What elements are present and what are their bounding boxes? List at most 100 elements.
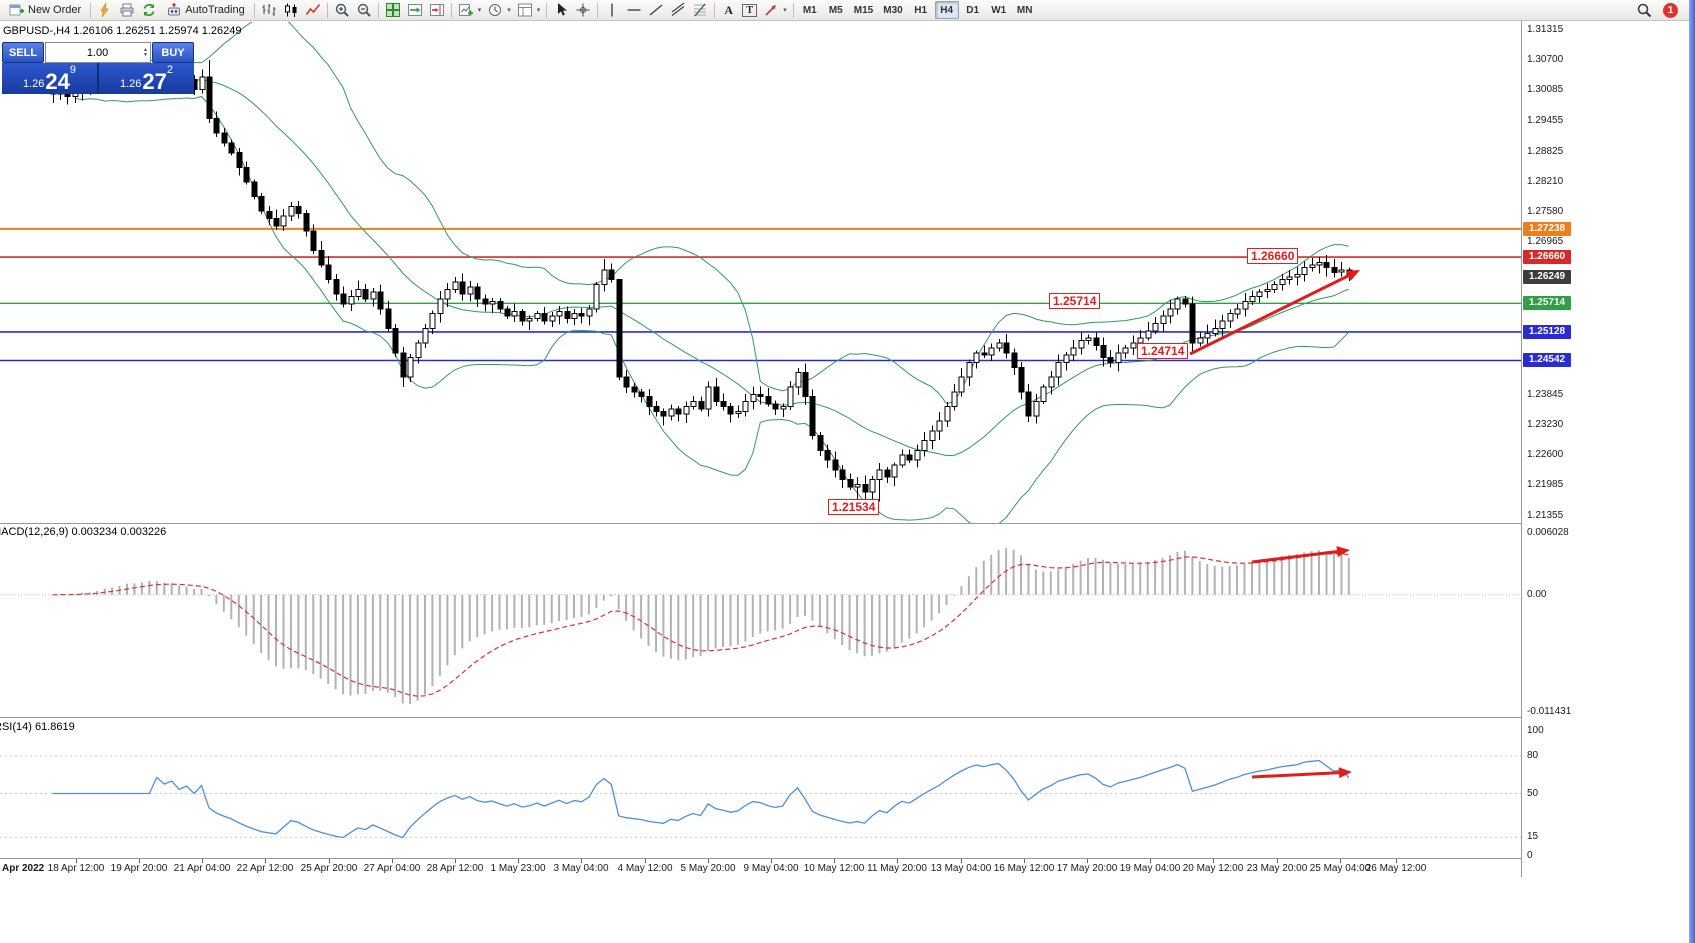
text-tool-icon: A	[724, 2, 734, 17]
time-label: 3 May 04:00	[553, 863, 609, 874]
autotrading-button[interactable]: AutoTrading	[160, 1, 251, 20]
time-label: 10 May 12:00	[803, 863, 865, 874]
toolbar-right: 1	[1633, 1, 1692, 20]
time-axis[interactable]: Apr 2022 18 Apr 12:00 19 Apr 20:00 21 Apr 0…	[0, 859, 1521, 877]
time-tick	[961, 859, 962, 863]
time-tick	[1150, 859, 1151, 863]
time-label: 23 May 20:00	[1246, 863, 1308, 874]
time-tick	[1277, 859, 1278, 863]
time-tick	[1340, 859, 1341, 863]
trendline-button[interactable]	[645, 1, 667, 20]
lightning-icon	[100, 2, 109, 18]
price-axis[interactable]: 1.31315 1.30700 1.30085 1.29455 1.28825 1.282…	[1521, 21, 1689, 877]
price-chart[interactable]	[0, 22, 1521, 523]
timeframe-h1[interactable]: H1	[909, 1, 933, 19]
timeframe-mn[interactable]: MN	[1013, 1, 1037, 19]
zoom-in-button[interactable]	[331, 1, 353, 20]
cursor-button[interactable]	[550, 1, 572, 20]
time-label: 21 Apr 04:00	[173, 863, 231, 874]
tile-windows-button[interactable]	[382, 1, 404, 20]
notification-badge[interactable]: 1	[1663, 2, 1678, 18]
timeframe-m5[interactable]: M5	[824, 1, 848, 19]
volume-input[interactable]: 1.00 ▲ ▼	[45, 42, 151, 63]
periods-button[interactable]: ▾	[484, 1, 514, 20]
clock-icon	[489, 4, 502, 16]
fibonacci-icon	[694, 3, 707, 17]
cursor-icon	[558, 3, 568, 16]
sell-price[interactable]: 1.26 24 9	[2, 63, 97, 94]
buy-price-prefix: 1.26	[119, 78, 142, 90]
macd-axis-label: 0.006028	[1527, 527, 1569, 538]
search-button[interactable]	[1633, 1, 1655, 20]
time-tick	[202, 859, 203, 863]
spinner-up-icon[interactable]: ▲	[143, 46, 148, 53]
time-label: 17 May 20:00	[1056, 863, 1118, 874]
price-tick: 1.30700	[1527, 54, 1564, 65]
rsi-pane[interactable]	[0, 718, 1521, 858]
time-tick	[455, 859, 456, 863]
volume-spinner[interactable]: ▲ ▼	[143, 46, 148, 58]
text-tool-button[interactable]: A	[718, 1, 739, 20]
autotrading-label: AutoTrading	[185, 4, 245, 16]
sell-button[interactable]: SELL	[2, 42, 44, 63]
rsi-axis-label: 50	[1527, 787, 1539, 799]
time-tick	[897, 859, 898, 863]
chart-shift-button[interactable]	[426, 1, 448, 20]
timeframe-m30[interactable]: M30	[879, 1, 906, 19]
buy-price[interactable]: 1.26 27 2	[99, 63, 194, 94]
autotrading-icon	[168, 3, 181, 16]
crosshair-button[interactable]	[572, 1, 594, 20]
timeframe-m1[interactable]: M1	[798, 1, 822, 19]
fibonacci-button[interactable]	[689, 1, 711, 20]
arrows-tool-button[interactable]: ▾	[760, 1, 790, 20]
chevron-down-icon: ▾	[783, 7, 787, 14]
timeframe-d1[interactable]: D1	[961, 1, 985, 19]
chart-shift-icon	[429, 4, 444, 16]
vertical-line-button[interactable]	[601, 1, 623, 20]
label-tool-button[interactable]: T	[739, 1, 760, 20]
print-button[interactable]	[116, 1, 138, 20]
chevron-down-icon: ▾	[507, 7, 511, 14]
timeframe-m15[interactable]: M15	[850, 1, 877, 19]
timeframe-w1[interactable]: W1	[987, 1, 1011, 19]
macd-pane[interactable]	[0, 524, 1521, 717]
toolbar-separator	[714, 2, 716, 18]
rsi-axis-label: 15	[1527, 831, 1539, 843]
time-label: 1 May 23:00	[490, 863, 546, 874]
buy-button[interactable]: BUY	[152, 42, 194, 63]
time-label: 20 May 12:00	[1182, 863, 1244, 874]
bar-chart-button[interactable]	[258, 1, 280, 20]
horizontal-line-icon	[627, 9, 641, 11]
time-label: 5 May 20:00	[680, 863, 736, 874]
price-tag: 1.24542	[1523, 353, 1571, 368]
toolbar-separator	[377, 2, 379, 18]
new-chart-button[interactable]: ▾	[455, 1, 485, 20]
macd-axis-label: 0.00	[1527, 588, 1547, 600]
label-tool-icon: T	[742, 3, 758, 17]
search-icon	[1637, 3, 1652, 18]
channel-button[interactable]	[667, 1, 689, 20]
timeframe-h4[interactable]: H4	[934, 1, 959, 19]
templates-button[interactable]: ▾	[514, 1, 544, 20]
time-label: 26 May 12:00	[1365, 863, 1427, 874]
candlestick-chart-button[interactable]	[280, 1, 302, 20]
zoom-out-button[interactable]	[353, 1, 375, 20]
buy-price-pip: 2	[166, 64, 174, 76]
new-chart-icon	[458, 4, 473, 16]
new-order-button[interactable]: New Order	[3, 1, 87, 20]
auto-scroll-button[interactable]	[404, 1, 426, 20]
pane-separator[interactable]	[0, 523, 1521, 524]
horizontal-line-button[interactable]	[623, 1, 645, 20]
template-icon	[517, 3, 532, 17]
rsi-axis-label: 80	[1527, 750, 1539, 761]
expert-advisors-button[interactable]	[94, 1, 116, 20]
price-axis-border	[1521, 21, 1522, 877]
time-tick	[139, 859, 140, 863]
line-chart-button[interactable]	[302, 1, 324, 20]
sell-price-prefix: 1.26	[22, 78, 45, 90]
refresh-button[interactable]	[138, 1, 160, 20]
spinner-down-icon[interactable]: ▼	[143, 51, 148, 58]
price-tick: 1.23230	[1527, 418, 1564, 430]
pane-separator[interactable]	[0, 717, 1521, 718]
time-label: 19 Apr 20:00	[110, 863, 168, 874]
